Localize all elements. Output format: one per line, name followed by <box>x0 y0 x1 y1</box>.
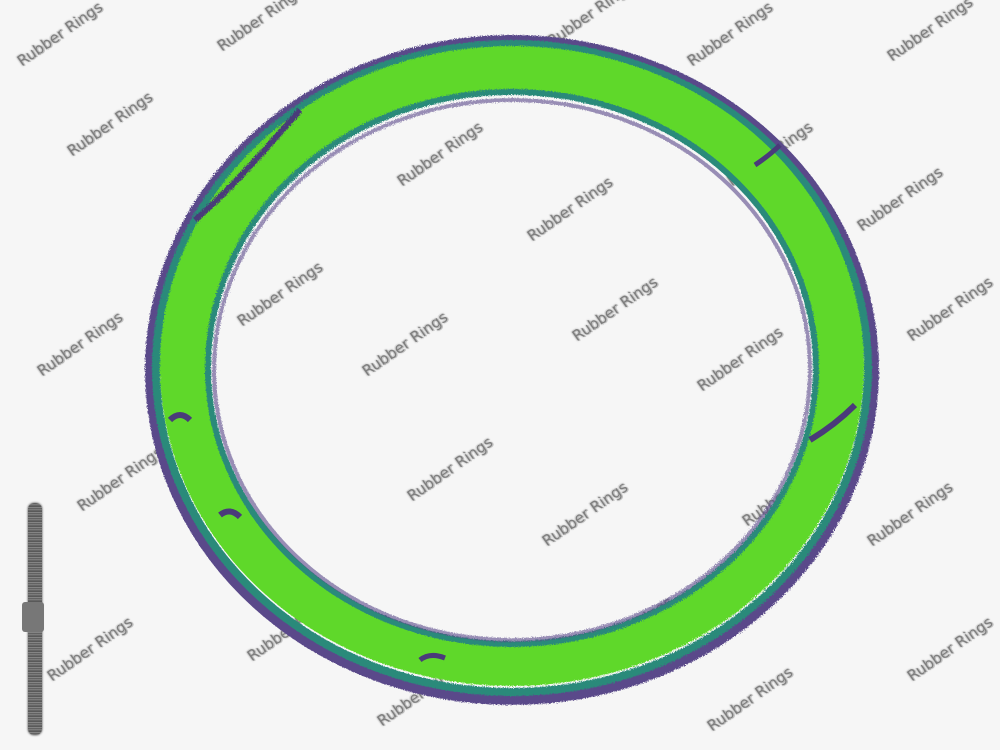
scale-notch <box>22 602 44 632</box>
